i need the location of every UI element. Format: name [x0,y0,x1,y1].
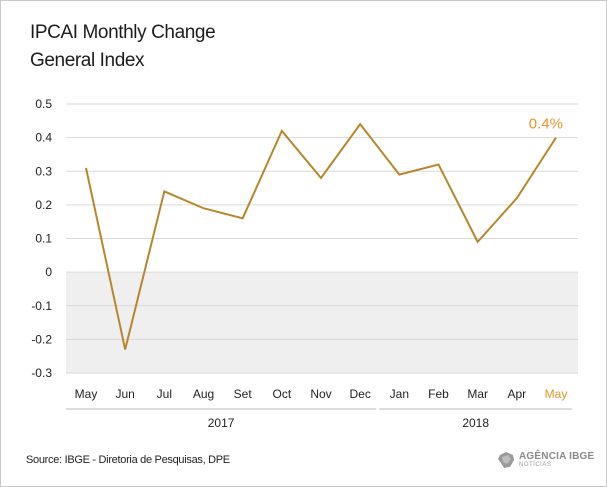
x-tick-label: Aug [193,387,214,401]
y-tick-label: 0.3 [35,164,52,178]
chart-subtitle: General Index [30,50,145,71]
y-tick-label: -0.2 [31,332,52,346]
x-tick-label: Feb [428,387,449,401]
x-tick-label: Dec [349,387,370,401]
y-tick-label: -0.1 [31,299,52,313]
x-tick-label: May [75,387,98,401]
y-tick-label: 0.4 [35,131,52,145]
logo-subtext: NOTÍCIAS [519,462,552,468]
y-tick-label: 0.1 [35,232,52,246]
y-tick-label: -0.3 [31,366,52,380]
x-tick-label: Jan [390,387,409,401]
y-tick-label: 0 [45,265,52,279]
y-tick-label: 0.5 [35,97,52,111]
x-tick-label: Nov [310,387,331,401]
y-tick-label: 0.2 [35,198,52,212]
chart-title: IPCAI Monthly Change [30,22,216,43]
negative-zone [66,272,578,373]
brazil-map-icon [498,452,514,468]
x-tick-label: Mar [467,387,488,401]
source-note: Source: IBGE - Diretoria de Pesquisas, D… [26,454,230,466]
x-tick-label: Set [234,387,253,401]
x-tick-label: May [545,387,568,401]
x-tick-label: Apr [507,387,526,401]
year-label: 2018 [462,416,489,430]
agencia-ibge-logo: AGÊNCIA IBGE NOTÍCIAS [497,449,594,471]
year-label: 2017 [208,416,235,430]
x-tick-label: Jun [115,387,134,401]
x-tick-label: Jul [157,387,172,401]
last-value-label: 0.4% [529,116,563,133]
x-tick-label: Oct [272,387,291,401]
logo-text: AGÊNCIA IBGE [519,451,595,462]
